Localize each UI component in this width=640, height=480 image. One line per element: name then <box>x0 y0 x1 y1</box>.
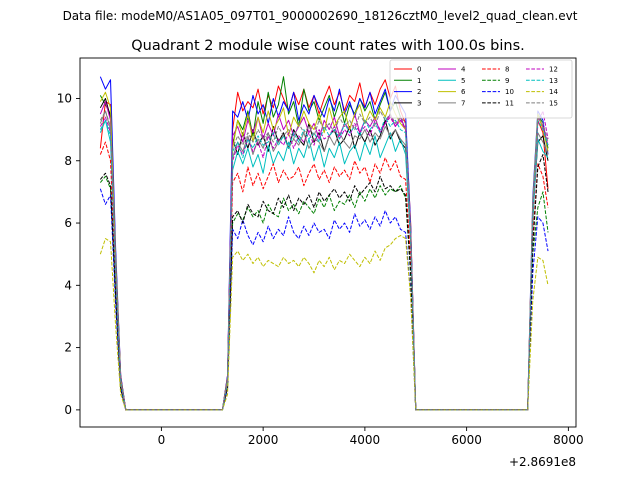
series-line-14 <box>99 234 549 411</box>
x-tick-label: 2000 <box>248 433 279 447</box>
legend-label-14: 14 <box>549 88 558 96</box>
x-tick-label: 6000 <box>451 433 482 447</box>
x-axis-ticks: 0 2000 4000 6000 8000 <box>158 427 584 447</box>
legend-label-2: 2 <box>417 88 421 96</box>
plot-frame <box>79 57 577 428</box>
chart-title: Quadrant 2 module wise count rates with … <box>131 38 525 54</box>
y-tick-label: 6 <box>64 216 72 230</box>
legend-label-10: 10 <box>505 88 514 96</box>
legend-label-7: 7 <box>461 99 465 107</box>
y-axis-ticks: 0 2 4 6 8 10 <box>57 91 80 417</box>
legend-label-9: 9 <box>505 77 509 85</box>
y-tick-label: 0 <box>64 403 72 417</box>
series-layer <box>99 76 549 411</box>
legend-label-6: 6 <box>461 88 466 96</box>
x-tick-label: 8000 <box>553 433 584 447</box>
legend-label-11: 11 <box>505 99 514 107</box>
legend-label-3: 3 <box>417 99 421 107</box>
legend-label-0: 0 <box>417 66 421 74</box>
series-line-15 <box>99 110 549 411</box>
legend-label-4: 4 <box>461 66 466 74</box>
legend-label-12: 12 <box>549 66 558 74</box>
legend-box <box>389 59 573 119</box>
y-tick-label: 2 <box>64 341 72 355</box>
y-tick-label: 10 <box>57 91 72 105</box>
chart-suptitle: Data file: modeM0/AS1A05_097T01_90000026… <box>63 9 578 23</box>
x-tick-label: 4000 <box>350 433 381 447</box>
y-tick-label: 8 <box>64 154 72 168</box>
legend-label-5: 5 <box>461 77 465 85</box>
y-tick-label: 4 <box>64 278 72 292</box>
legend-label-13: 13 <box>549 77 558 85</box>
legend-label-8: 8 <box>505 66 509 74</box>
legend-label-1: 1 <box>417 77 421 85</box>
x-axis-offset-label: +2.8691e8 <box>509 455 576 469</box>
series-group <box>99 76 549 411</box>
legend-label-15: 15 <box>549 99 558 107</box>
x-tick-label: 0 <box>158 433 166 447</box>
